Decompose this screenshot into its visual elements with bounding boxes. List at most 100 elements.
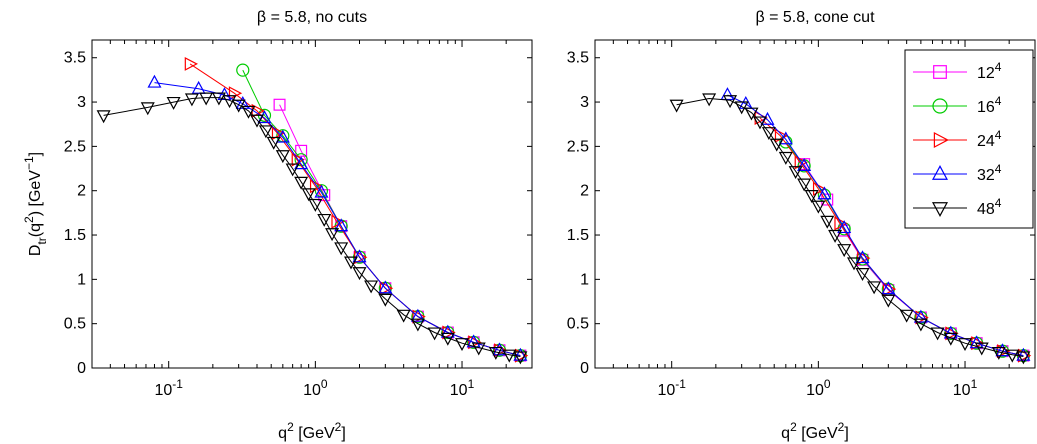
x-tick-label: 10-1	[154, 377, 183, 399]
legend-label: 164	[977, 94, 1002, 116]
series-line	[727, 94, 1024, 357]
x-axis-title: q2 [GeV2]	[278, 420, 346, 442]
data-point	[222, 95, 237, 109]
data-point	[913, 318, 928, 332]
data-point	[266, 136, 281, 150]
data-point	[275, 129, 290, 143]
data-point	[899, 309, 914, 323]
data-point	[166, 96, 181, 110]
panel-title-left: β = 5.8, no cuts	[257, 9, 367, 26]
data-point	[147, 74, 162, 88]
data-point	[236, 63, 250, 77]
data-point	[513, 347, 528, 361]
data-point	[797, 178, 812, 192]
data-point	[301, 188, 316, 202]
data-point	[997, 344, 1011, 359]
data-point	[828, 229, 843, 243]
legend-marker	[933, 65, 947, 79]
plot-panel-right: 0 0.5 1 1.5 2 2.5 3 3.5 10-1 100 101 q2 [GeV2] 124 16…	[567, 39, 1036, 442]
series-triangle-down	[669, 93, 1031, 365]
y-tick-label: 1	[77, 271, 86, 288]
data-point	[379, 281, 394, 296]
data-point	[396, 309, 411, 323]
data-point	[855, 268, 870, 282]
data-point	[309, 179, 324, 194]
data-point	[295, 144, 308, 157]
data-point	[930, 327, 945, 341]
x-tick-label: 101	[953, 377, 978, 399]
panel-title-right: β = 5.8, cone cut	[755, 9, 875, 26]
data-point	[442, 325, 456, 340]
data-point	[285, 163, 300, 177]
data-point	[821, 193, 834, 206]
y-tick-label: 1.5	[567, 227, 589, 244]
data-point	[669, 99, 684, 113]
data-point	[797, 158, 812, 171]
data-point	[513, 351, 528, 365]
data-point	[744, 107, 759, 121]
data-point	[502, 349, 517, 363]
data-point	[334, 242, 349, 256]
data-point	[471, 342, 486, 356]
data-point	[804, 190, 819, 203]
data-point	[325, 228, 340, 242]
data-point	[811, 200, 826, 214]
y-tick-label: 2	[580, 183, 589, 200]
legend-label: 484	[977, 196, 1002, 218]
data-point	[331, 214, 345, 229]
data-point	[943, 332, 958, 346]
data-point	[820, 215, 835, 229]
y-tick-label: 1	[580, 271, 589, 288]
data-point	[440, 324, 455, 338]
data-point	[969, 335, 984, 349]
data-point	[761, 127, 776, 141]
y-tick-label: 0	[580, 360, 589, 377]
data-point	[440, 332, 455, 346]
data-point	[492, 342, 507, 356]
y-tick-label: 3.5	[567, 50, 589, 67]
legend-label: 244	[977, 128, 1002, 150]
y-tick-label: 2.5	[567, 138, 589, 155]
x-tick-label: 10-1	[657, 377, 686, 399]
data-point	[140, 102, 155, 116]
data-point	[1016, 347, 1031, 361]
y-tick-label: 1.5	[64, 227, 86, 244]
series-triangle-down	[96, 92, 528, 365]
data-point	[273, 98, 286, 111]
data-point	[378, 280, 393, 294]
data-point	[702, 93, 717, 107]
data-point	[275, 150, 290, 164]
data-point	[913, 309, 928, 323]
data-point	[995, 343, 1010, 357]
data-point	[752, 116, 767, 130]
y-tick-label: 0.5	[567, 316, 589, 333]
data-point	[778, 151, 793, 165]
data-point	[294, 156, 309, 170]
y-tick-label: 3	[77, 94, 86, 111]
data-point	[488, 346, 503, 360]
data-point	[314, 184, 329, 198]
data-point	[241, 105, 256, 119]
data-point	[1005, 349, 1020, 363]
data-point	[881, 281, 896, 295]
data-point	[455, 338, 470, 352]
data-point	[235, 95, 250, 109]
legend-marker	[931, 202, 949, 217]
data-point	[231, 99, 246, 113]
y-tick-label: 2.5	[64, 138, 86, 155]
data-point	[96, 110, 111, 124]
data-point	[211, 92, 226, 106]
series-line	[676, 97, 1024, 357]
data-point	[817, 186, 832, 200]
data-point	[258, 125, 273, 139]
series-triangle-up	[720, 87, 1031, 361]
data-point	[958, 338, 973, 352]
data-point	[846, 257, 862, 271]
data-point	[410, 308, 425, 322]
data-point	[191, 80, 206, 94]
data-point	[308, 198, 323, 212]
x-axis-title: q2 [GeV2]	[781, 420, 849, 442]
y-tick-label: 2	[77, 183, 86, 200]
legend-box	[904, 49, 1034, 229]
